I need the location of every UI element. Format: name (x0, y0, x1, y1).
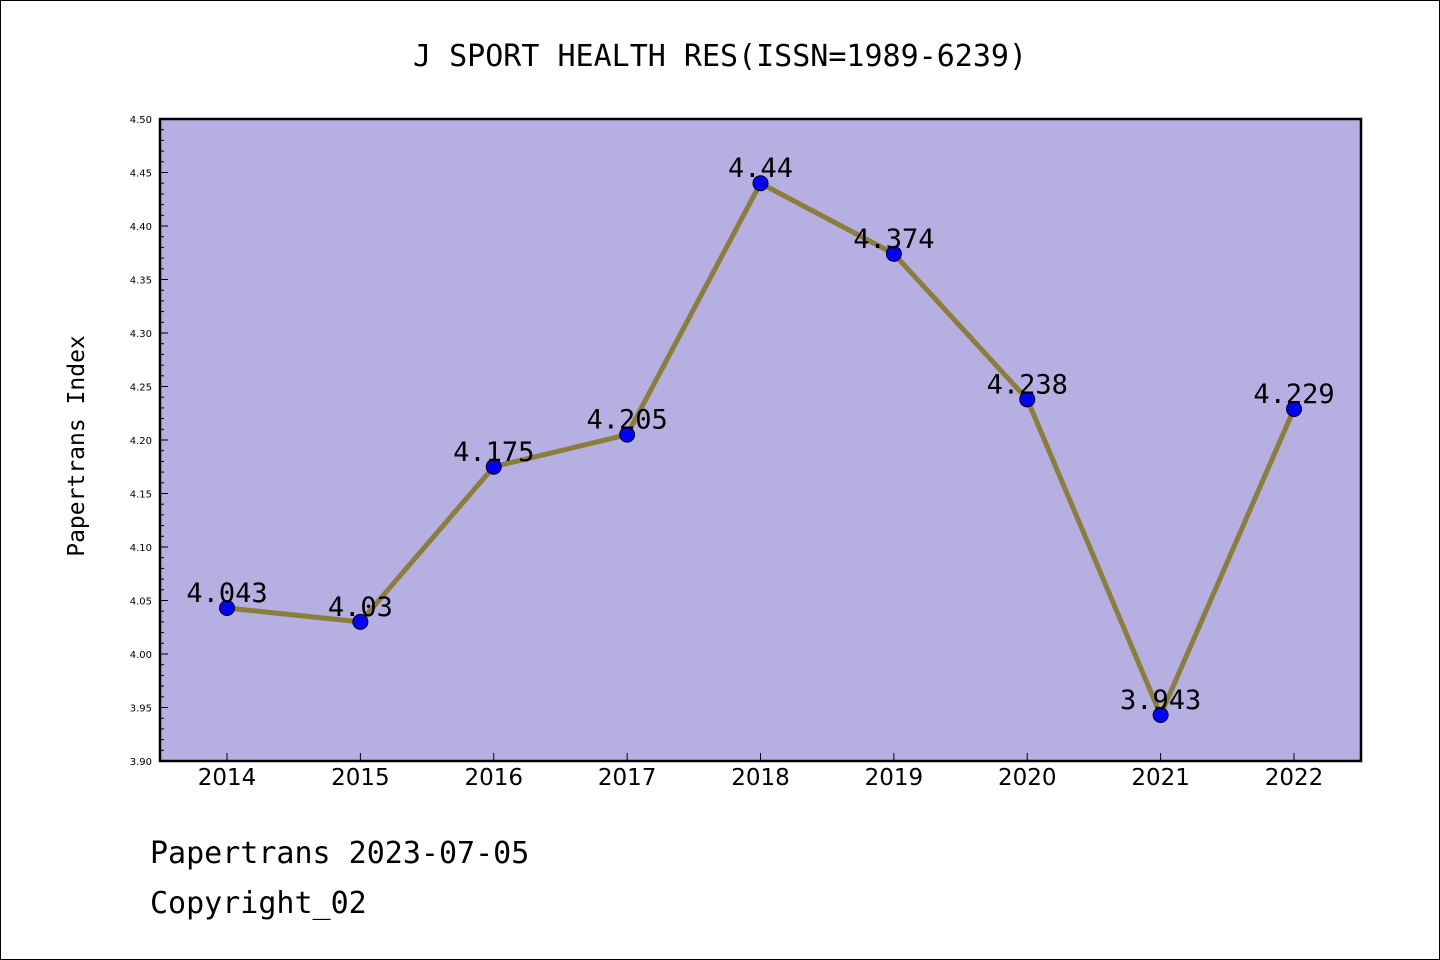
footer-date: Papertrans 2023-07-05 (150, 836, 530, 871)
y-tick-label: 4.20 (130, 436, 152, 447)
data-labels: 4.043 4.03 4.175 4.205 4.44 4.374 4.238 3.943 4.… (186, 153, 1334, 716)
x-tick-label: 2017 (598, 765, 657, 791)
x-tick-label: 2014 (198, 765, 257, 791)
y-tick-label: 4.15 (130, 490, 152, 501)
data-point (885, 245, 902, 262)
y-tick-label: 3.95 (130, 704, 152, 715)
data-point (219, 599, 235, 616)
x-tick-label: 2015 (331, 765, 390, 791)
data-label: 4.229 (1253, 379, 1334, 410)
data-label: 4.44 (728, 153, 793, 184)
data-label: 4.175 (453, 437, 534, 468)
y-tick-label: 4.30 (130, 329, 152, 340)
plot-area (160, 119, 1361, 761)
data-label: 3.943 (1120, 685, 1201, 716)
data-point (1152, 706, 1169, 723)
data-label: 4.043 (186, 578, 267, 609)
y-tick-label: 4.00 (130, 650, 152, 661)
data-point (485, 458, 502, 475)
x-tick-label: 2021 (1131, 765, 1190, 791)
x-tick-label: 2022 (1265, 765, 1324, 791)
y-tick-label: 4.50 (130, 115, 152, 126)
data-label: 4.238 (987, 369, 1068, 400)
x-tick-label: 2019 (865, 765, 924, 791)
x-tick-label: 2018 (731, 765, 790, 791)
y-tick-label: 4.45 (130, 169, 152, 180)
y-tick-label: 4.40 (130, 222, 152, 233)
y-tick-label: 4.35 (130, 276, 152, 287)
footer-copyright: Copyright_02 (150, 886, 367, 921)
data-point (352, 613, 369, 630)
x-tick-label: 2016 (464, 765, 523, 791)
data-label: 4.205 (586, 405, 667, 436)
plot-border (158, 117, 1363, 763)
chart-title: J SPORT HEALTH RES(ISSN=1989-6239) (413, 39, 1027, 74)
y-axis-ticks: 3.90 3.95 4.00 4.05 4.10 4.15 4.20 4.25 4.30 4.35… (130, 115, 152, 768)
y-tick-label: 4.10 (130, 543, 152, 554)
data-point (1019, 391, 1036, 408)
data-point (752, 175, 769, 192)
data-point (619, 426, 636, 443)
data-points (219, 175, 1302, 723)
data-label: 4.03 (328, 592, 393, 623)
y-tick-label: 4.25 (130, 383, 152, 394)
y-tick-label: 3.90 (130, 757, 152, 768)
y-tick-label: 4.05 (130, 597, 152, 608)
y-axis-label: Papertrans Index (64, 335, 90, 557)
data-label: 4.374 (853, 224, 934, 255)
x-tick-label: 2020 (998, 765, 1057, 791)
x-axis-ticks: 2014 2015 2016 2017 2018 2019 2020 2021 2022 (198, 753, 1324, 791)
data-point (1286, 400, 1302, 417)
